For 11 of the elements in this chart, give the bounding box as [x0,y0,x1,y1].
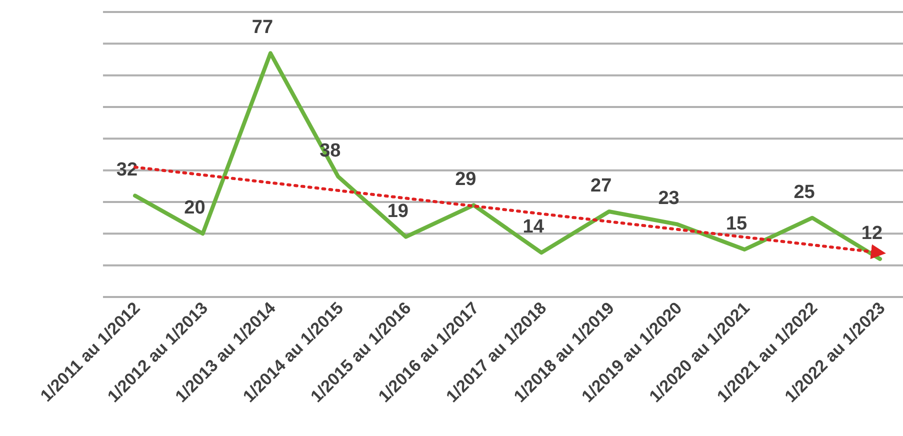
data-label: 25 [794,182,816,203]
data-label: 32 [116,160,138,181]
data-label: 29 [455,169,476,190]
data-label: 27 [590,176,612,196]
data-label: 19 [387,200,408,222]
data-label: 14 [522,216,544,238]
data-label: 23 [658,188,680,210]
data-label: 77 [252,17,274,38]
data-label: 15 [726,214,748,234]
data-label: 12 [861,223,883,244]
data-label: 20 [184,198,206,219]
